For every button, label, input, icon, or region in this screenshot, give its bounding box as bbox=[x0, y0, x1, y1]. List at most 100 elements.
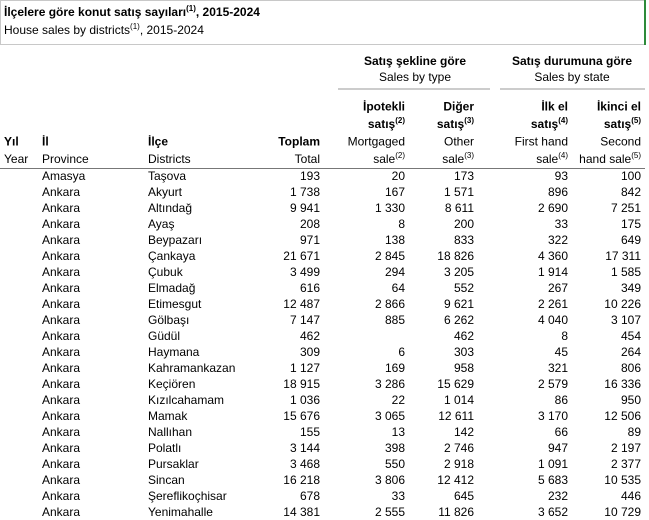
cell: Ankara bbox=[42, 297, 80, 311]
column-header-text: First hand bbox=[515, 135, 568, 149]
column-header: satış(4) bbox=[531, 116, 568, 132]
title-sup: (1) bbox=[186, 4, 196, 13]
cell: Keçiören bbox=[148, 377, 195, 391]
cell: 142 bbox=[454, 425, 474, 439]
cell: 309 bbox=[300, 345, 320, 359]
cell: 2 746 bbox=[444, 441, 474, 455]
column-header: satış(5) bbox=[604, 116, 641, 132]
cell: 454 bbox=[621, 329, 641, 343]
column-header-text: Mortgaged bbox=[348, 135, 405, 149]
cell: 550 bbox=[385, 457, 405, 471]
cell: 155 bbox=[300, 425, 320, 439]
cell: 3 107 bbox=[611, 313, 641, 327]
column-header-text: İl bbox=[42, 134, 49, 149]
subtitle-sup: (1) bbox=[130, 22, 140, 31]
column-header-text: Diğer bbox=[443, 100, 474, 114]
cell: Ayaş bbox=[148, 217, 174, 231]
cell: 446 bbox=[621, 489, 641, 503]
column-header-text: hand sale bbox=[579, 152, 631, 166]
column-header: İpotekli bbox=[363, 99, 405, 114]
cell: 12 412 bbox=[437, 473, 474, 487]
cell: 294 bbox=[385, 265, 405, 279]
cell: Gölbaşı bbox=[148, 313, 189, 327]
cell: 14 381 bbox=[283, 505, 320, 519]
subtitle: House sales by districts(1), 2015-2024 bbox=[4, 22, 204, 38]
cell: Ankara bbox=[42, 265, 80, 279]
column-header: Toplam bbox=[278, 135, 320, 149]
cell: 3 499 bbox=[290, 265, 320, 279]
column-header-sup: (3) bbox=[464, 116, 474, 125]
cell: Ankara bbox=[42, 377, 80, 391]
cell: 1 330 bbox=[375, 201, 405, 215]
column-header-text: İpotekli bbox=[363, 99, 405, 114]
cell: 173 bbox=[454, 169, 474, 183]
column-header-text: satış bbox=[368, 117, 396, 131]
column-header-text: Second bbox=[600, 135, 641, 149]
cell: 8 bbox=[561, 329, 568, 343]
cell: 2 690 bbox=[538, 201, 568, 215]
column-header-text: sale bbox=[536, 152, 558, 166]
column-header-sup: (2) bbox=[395, 151, 405, 160]
cell: Ankara bbox=[42, 409, 80, 423]
cell: 833 bbox=[454, 233, 474, 247]
cell: 7 147 bbox=[290, 313, 320, 327]
cell: 10 535 bbox=[604, 473, 641, 487]
cell: 208 bbox=[300, 217, 320, 231]
cell: Çubuk bbox=[148, 265, 184, 279]
column-header-sup: (3) bbox=[464, 151, 474, 160]
column-header: sale(3) bbox=[442, 151, 474, 167]
cell: 3 205 bbox=[444, 265, 474, 279]
cell: 649 bbox=[621, 233, 641, 247]
cell: 1 127 bbox=[290, 361, 320, 375]
column-header: sale(4) bbox=[536, 151, 568, 167]
cell: 3 652 bbox=[538, 505, 568, 519]
cell: 885 bbox=[385, 313, 405, 327]
cell: 645 bbox=[454, 489, 474, 503]
cell: 200 bbox=[454, 217, 474, 231]
cell: 12 487 bbox=[283, 297, 320, 311]
cell: 1 914 bbox=[538, 265, 568, 279]
cell: 552 bbox=[454, 281, 474, 295]
cell: 1 036 bbox=[290, 393, 320, 407]
cell: 678 bbox=[300, 489, 320, 503]
cell: 2 377 bbox=[611, 457, 641, 471]
cell: 17 311 bbox=[605, 249, 641, 263]
cell: 2 845 bbox=[375, 249, 405, 263]
cell: 16 218 bbox=[283, 473, 320, 487]
cell: 947 bbox=[548, 441, 568, 455]
cell: Ankara bbox=[42, 489, 80, 503]
cell: Nallıhan bbox=[148, 425, 192, 439]
cell: 398 bbox=[385, 441, 405, 455]
cell: 349 bbox=[621, 281, 641, 295]
cell: Ankara bbox=[42, 233, 80, 247]
column-header: Districts bbox=[148, 152, 191, 166]
cell: 232 bbox=[548, 489, 568, 503]
cell: 66 bbox=[555, 425, 569, 439]
cell: 3 468 bbox=[290, 457, 320, 471]
cell: 15 629 bbox=[437, 377, 474, 391]
cell: 175 bbox=[621, 217, 641, 231]
cell: 842 bbox=[621, 185, 641, 199]
cell: Altındağ bbox=[148, 201, 192, 215]
column-header: Diğer bbox=[443, 100, 474, 114]
cell: 9 941 bbox=[290, 201, 320, 215]
cell: Yenimahalle bbox=[148, 505, 213, 519]
column-header-text: İkinci el bbox=[597, 99, 641, 114]
column-header: sale(2) bbox=[373, 151, 405, 167]
cell: Haymana bbox=[148, 345, 200, 359]
cell: 3 286 bbox=[375, 377, 405, 391]
cell: 462 bbox=[454, 329, 474, 343]
column-header-text: sale bbox=[442, 152, 464, 166]
cell: Şereflikoçhisar bbox=[148, 489, 227, 503]
cell: 303 bbox=[454, 345, 474, 359]
cell: 21 671 bbox=[283, 249, 320, 263]
column-header-text: Province bbox=[42, 152, 89, 166]
cell: 33 bbox=[392, 489, 406, 503]
column-header-sup: (5) bbox=[631, 116, 641, 125]
column-header-text: satış bbox=[604, 117, 632, 131]
column-header: Province bbox=[42, 152, 89, 166]
column-header: İlk el bbox=[541, 99, 568, 114]
column-header-sup: (4) bbox=[558, 151, 568, 160]
